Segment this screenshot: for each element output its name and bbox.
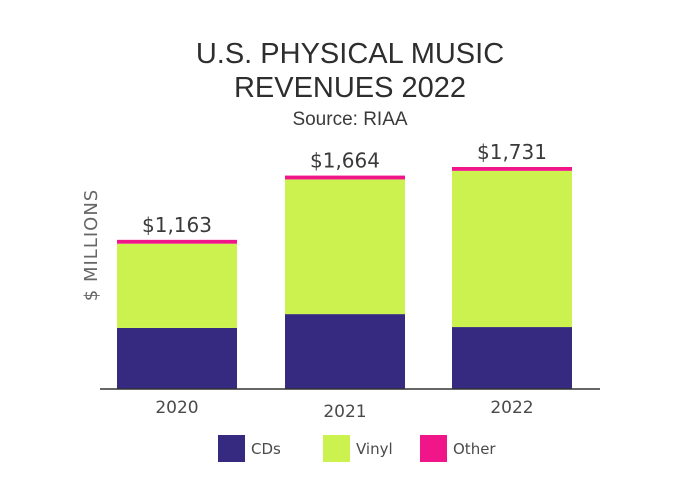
bar-vinyl-2022: [452, 170, 572, 328]
x-tick-2022: 2022: [490, 398, 533, 418]
total-label-2020: $1,163: [142, 213, 212, 237]
chart-subtitle: Source: RIAA: [292, 109, 407, 130]
bar-other-2021: [285, 175, 405, 180]
legend: CDs Vinyl Other: [218, 435, 496, 462]
x-tick-2021: 2021: [323, 402, 366, 422]
legend-swatch-cds: [218, 435, 245, 462]
chart-title-line2: REVENUES 2022: [234, 72, 466, 104]
bar-other-2020: [117, 239, 237, 244]
total-label-2021: $1,664: [310, 149, 380, 173]
x-tick-2020: 2020: [155, 398, 198, 418]
legend-swatch-other: [420, 435, 447, 462]
bar-cds-2022: [452, 327, 572, 389]
bar-vinyl-2020: [117, 243, 237, 328]
y-axis-label: $ MILLIONS: [81, 189, 102, 301]
bar-cds-2021: [285, 314, 405, 389]
bar-other-2022: [452, 167, 572, 171]
chart-title: U.S. PHYSICAL MUSIC: [196, 38, 504, 70]
total-label-2022: $1,731: [477, 140, 547, 164]
bar-cds-2020: [117, 327, 237, 389]
x-tick-labels: 2020 2021 2022: [155, 398, 533, 422]
legend-label-other: Other: [453, 440, 496, 458]
legend-swatch-vinyl: [323, 435, 350, 462]
bars-group: $1,163 $1,664 $1,731: [117, 140, 572, 389]
bar-vinyl-2021: [285, 179, 405, 315]
legend-label-vinyl: Vinyl: [356, 440, 393, 458]
legend-label-cds: CDs: [251, 440, 281, 458]
